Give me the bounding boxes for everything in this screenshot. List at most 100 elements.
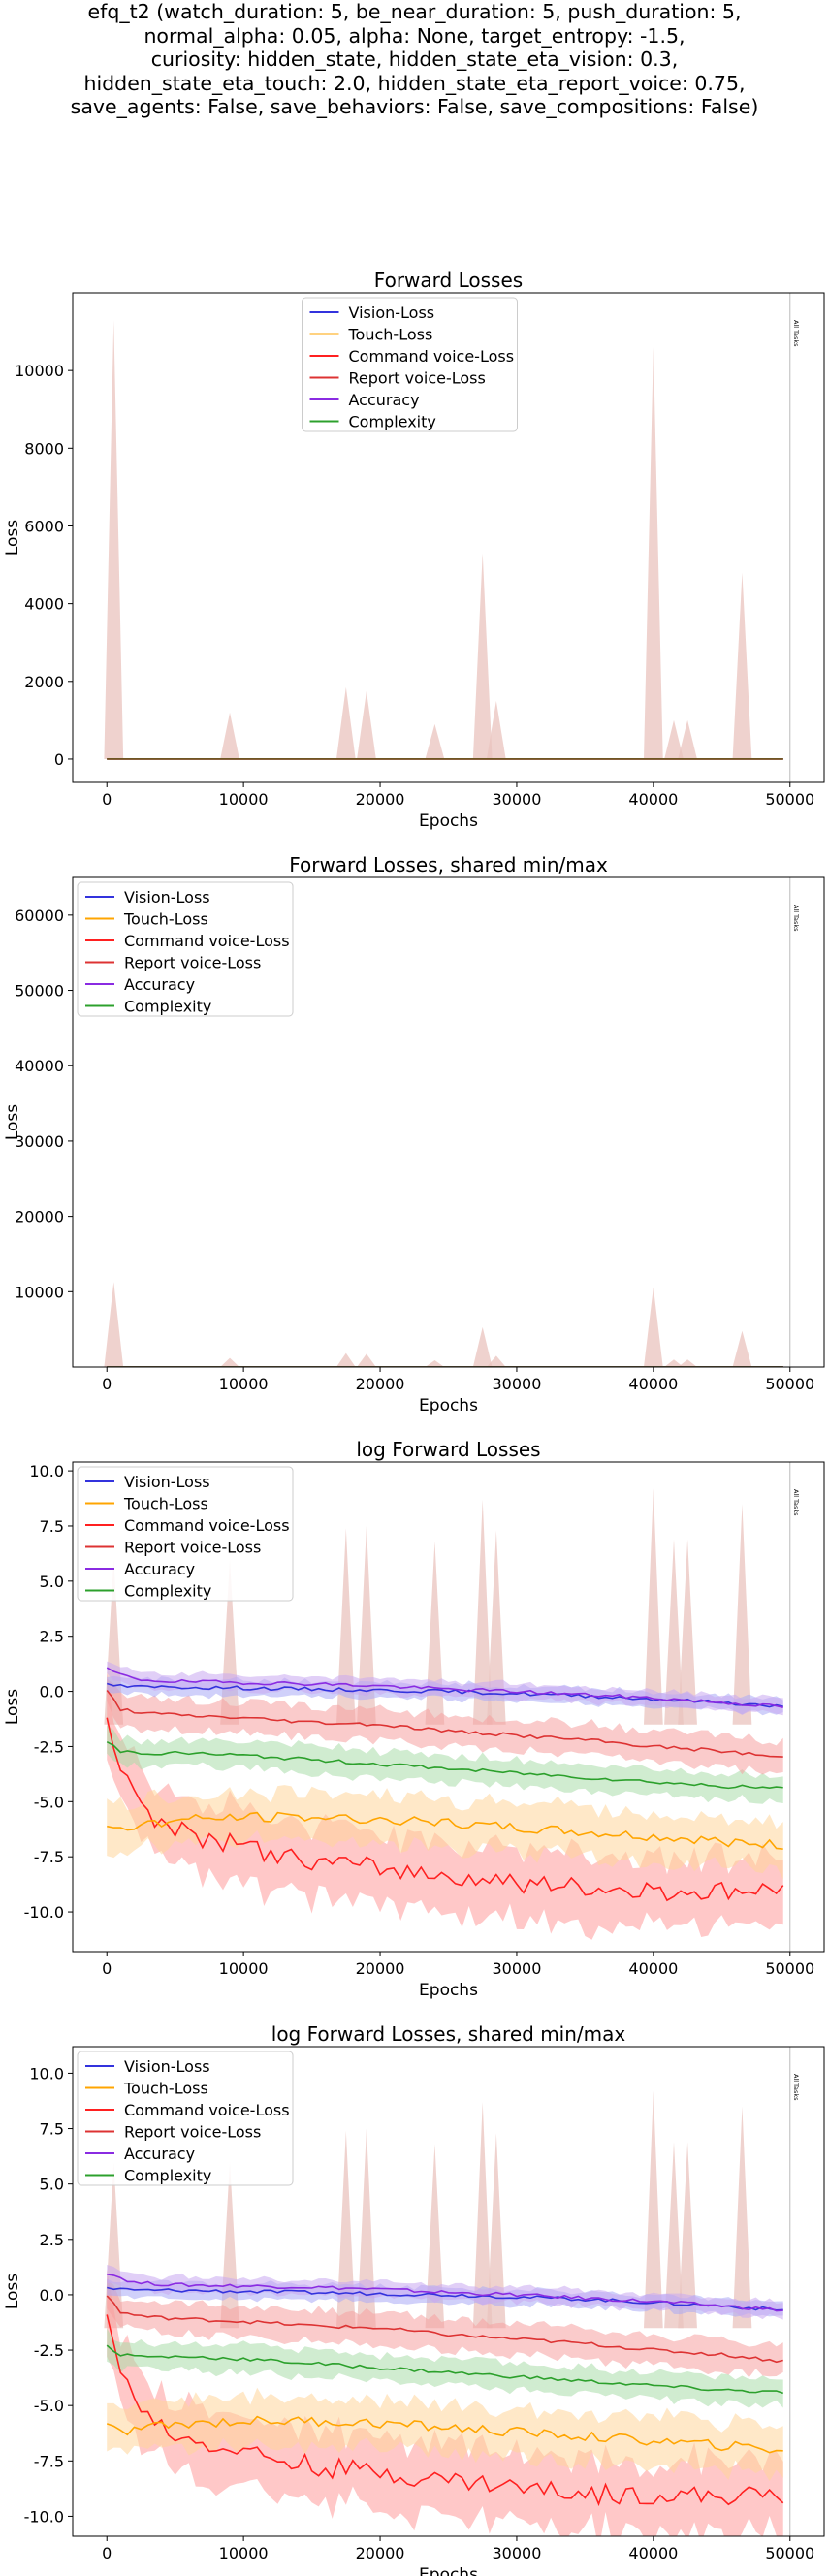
y-tick-label: 10000 [15, 362, 64, 380]
y-tick-label: 0 [54, 750, 64, 769]
band-touch-loss [107, 1785, 783, 1880]
spike-fill [335, 2130, 356, 2329]
chart-title: Forward Losses [374, 269, 523, 292]
plot-area [104, 1282, 783, 1367]
axes-frame [72, 1461, 825, 1953]
task-label: All Tasks [792, 1489, 800, 1516]
series-line-report-voice-loss [106, 2295, 783, 2364]
legend-label: Touch-Loss [123, 910, 208, 929]
task-label: All Tasks [792, 2074, 800, 2101]
y-axis-label: Loss [3, 2274, 22, 2309]
spike-fill [425, 723, 445, 759]
band-complexity [107, 2328, 783, 2408]
spike-fill [220, 712, 239, 759]
plot-area [104, 2090, 784, 2536]
legend: Vision-Loss Touch-Loss Command voice-Loss R… [77, 1466, 294, 1602]
legend-label: Report voice-Loss [349, 369, 486, 388]
band-report-voice-loss [107, 2279, 783, 2378]
spike-fill [732, 1504, 752, 1725]
y-axis-label: Loss [3, 1104, 22, 1140]
series-line-report-voice-loss [106, 1689, 783, 1758]
task-label: All Tasks [792, 320, 800, 347]
y-tick-label: 10.0 [29, 2064, 64, 2083]
x-axis-label: Epochs [419, 1396, 478, 1415]
x-tick-label: 30000 [493, 790, 542, 809]
spike-fill [472, 1326, 493, 1367]
legend-label: Vision-Loss [124, 1473, 210, 1491]
spike-fill [104, 320, 124, 759]
legend-label: Accuracy [124, 2145, 195, 2163]
x-tick-label: 0 [102, 1959, 112, 1978]
suptitle-line: hidden_state_eta_touch: 2.0, hidden_stat… [83, 71, 746, 95]
axes-frame [72, 292, 825, 783]
legend-label: Report voice-Loss [124, 1539, 261, 1557]
x-tick-label: 10000 [219, 1959, 269, 1978]
spike-fill [220, 2161, 239, 2329]
spike-fill [220, 1357, 239, 1367]
legend-label: Command voice-Loss [349, 347, 515, 366]
band-command-voice-loss [107, 2270, 783, 2536]
spike-fill [664, 1359, 684, 1367]
spike-fill [486, 1355, 506, 1367]
x-tick-label: 50000 [765, 1959, 814, 1978]
spike-fill [678, 2142, 697, 2329]
forward-losses-chart: All Tasks Forward Losses 0 10000 20000 30000 4… [3, 269, 825, 831]
y-tick-label: -2.5 [34, 2341, 64, 2360]
x-tick-label: 50000 [765, 1375, 814, 1393]
y-tick-label: -10.0 [24, 2507, 64, 2526]
y-tick-label: 2.5 [40, 1628, 64, 1646]
suptitle-line: curiosity: hidden_state, hidden_state_et… [150, 48, 679, 72]
y-tick-label: 10.0 [29, 1462, 64, 1480]
spike-fill [678, 1359, 697, 1367]
legend: Vision-Loss Touch-Loss Command voice-Loss R… [77, 881, 294, 1017]
y-tick-label: 50000 [15, 982, 64, 1001]
y-tick-label: 6000 [24, 517, 64, 535]
suptitle-line: efq_t2 (watch_duration: 5, be_near_durat… [87, 0, 742, 23]
y-tick-label: 0.0 [40, 1683, 64, 1701]
legend-label: Touch-Loss [348, 326, 433, 344]
x-tick-label: 20000 [356, 790, 405, 809]
spike-fill [472, 1499, 493, 1725]
spike-fill [357, 690, 376, 759]
y-tick-label: -10.0 [24, 1903, 64, 1922]
band-report-voice-loss [107, 1678, 783, 1775]
x-tick-label: 10000 [219, 1375, 269, 1393]
x-tick-label: 10000 [219, 790, 269, 809]
log-forward-losses-shared-chart: All Tasks log Forward Losses, shared min/… [3, 2022, 825, 2576]
spike-fill [425, 1541, 445, 1725]
y-tick-label: 60000 [15, 906, 64, 925]
legend: Vision-Loss Touch-Loss Command voice-Loss R… [302, 297, 518, 432]
suptitle-line: save_agents: False, save_behaviors: Fals… [70, 95, 759, 119]
y-tick-label: -2.5 [34, 1737, 64, 1756]
spike-fill [664, 2142, 684, 2329]
axes-frame [72, 876, 825, 1368]
plot-area [104, 1488, 784, 1940]
series-line-touch-loss [107, 1811, 783, 1850]
x-tick-label: 0 [102, 1375, 112, 1393]
spike-fill [425, 1360, 445, 1367]
series-line-accuracy [107, 2274, 783, 2312]
y-tick-label: 8000 [24, 439, 64, 458]
spike-fill [664, 1539, 684, 1725]
spike-fill [678, 1539, 697, 1725]
x-tick-label: 20000 [356, 1959, 405, 1978]
y-tick-label: 5.0 [40, 2176, 64, 2194]
spike-fill [644, 347, 663, 759]
y-tick-label: 4000 [24, 595, 64, 614]
spike-fill [644, 1488, 663, 1725]
legend-box [77, 881, 294, 1017]
legend-label: Touch-Loss [123, 1495, 208, 1513]
series-line-complexity [106, 1740, 783, 1790]
y-tick-label: 30000 [15, 1132, 64, 1151]
series-line-command-voice-loss [106, 1717, 784, 1902]
axes-frame [72, 2046, 825, 2537]
spike-fill [357, 1353, 376, 1367]
x-tick-label: 30000 [493, 1959, 542, 1978]
x-tick-label: 40000 [628, 1375, 678, 1393]
legend-label: Complexity [349, 413, 436, 431]
legend-label: Command voice-Loss [124, 1516, 290, 1535]
spike-fill [425, 2144, 445, 2329]
band-touch-loss [107, 2387, 783, 2482]
legend-label: Touch-Loss [123, 2080, 208, 2098]
legend-label: Report voice-Loss [124, 954, 261, 972]
